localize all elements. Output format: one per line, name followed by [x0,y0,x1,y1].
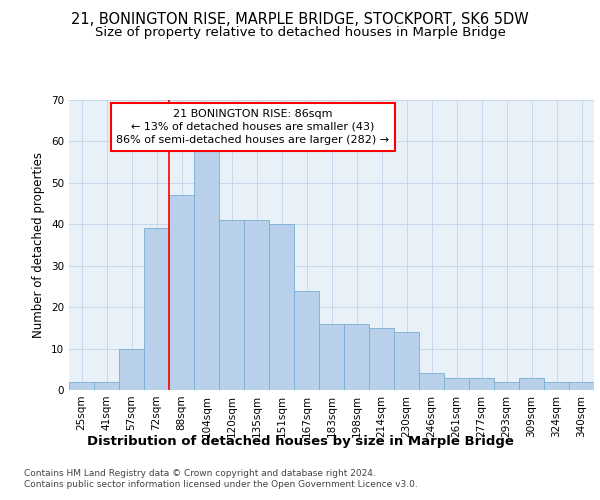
Bar [194,150,219,390]
Bar [244,220,269,390]
Bar [269,224,294,390]
Text: Contains HM Land Registry data © Crown copyright and database right 2024.: Contains HM Land Registry data © Crown c… [24,469,376,478]
Text: 21, BONINGTON RISE, MARPLE BRIDGE, STOCKPORT, SK6 5DW: 21, BONINGTON RISE, MARPLE BRIDGE, STOCK… [71,12,529,28]
Bar [119,348,144,390]
Bar [569,382,594,390]
Bar [444,378,469,390]
Text: Contains public sector information licensed under the Open Government Licence v3: Contains public sector information licen… [24,480,418,489]
Bar [144,228,169,390]
Bar [319,324,344,390]
Bar [369,328,394,390]
Bar [544,382,569,390]
Bar [169,196,194,390]
Bar [94,382,119,390]
Bar [219,220,244,390]
Bar [294,290,319,390]
Bar [69,382,94,390]
Bar [519,378,544,390]
Bar [419,374,444,390]
Text: 21 BONINGTON RISE: 86sqm
← 13% of detached houses are smaller (43)
86% of semi-d: 21 BONINGTON RISE: 86sqm ← 13% of detach… [116,108,389,145]
Bar [494,382,519,390]
Bar [344,324,369,390]
Y-axis label: Number of detached properties: Number of detached properties [32,152,46,338]
Text: Distribution of detached houses by size in Marple Bridge: Distribution of detached houses by size … [86,435,514,448]
Bar [394,332,419,390]
Bar [469,378,494,390]
Text: Size of property relative to detached houses in Marple Bridge: Size of property relative to detached ho… [95,26,505,39]
